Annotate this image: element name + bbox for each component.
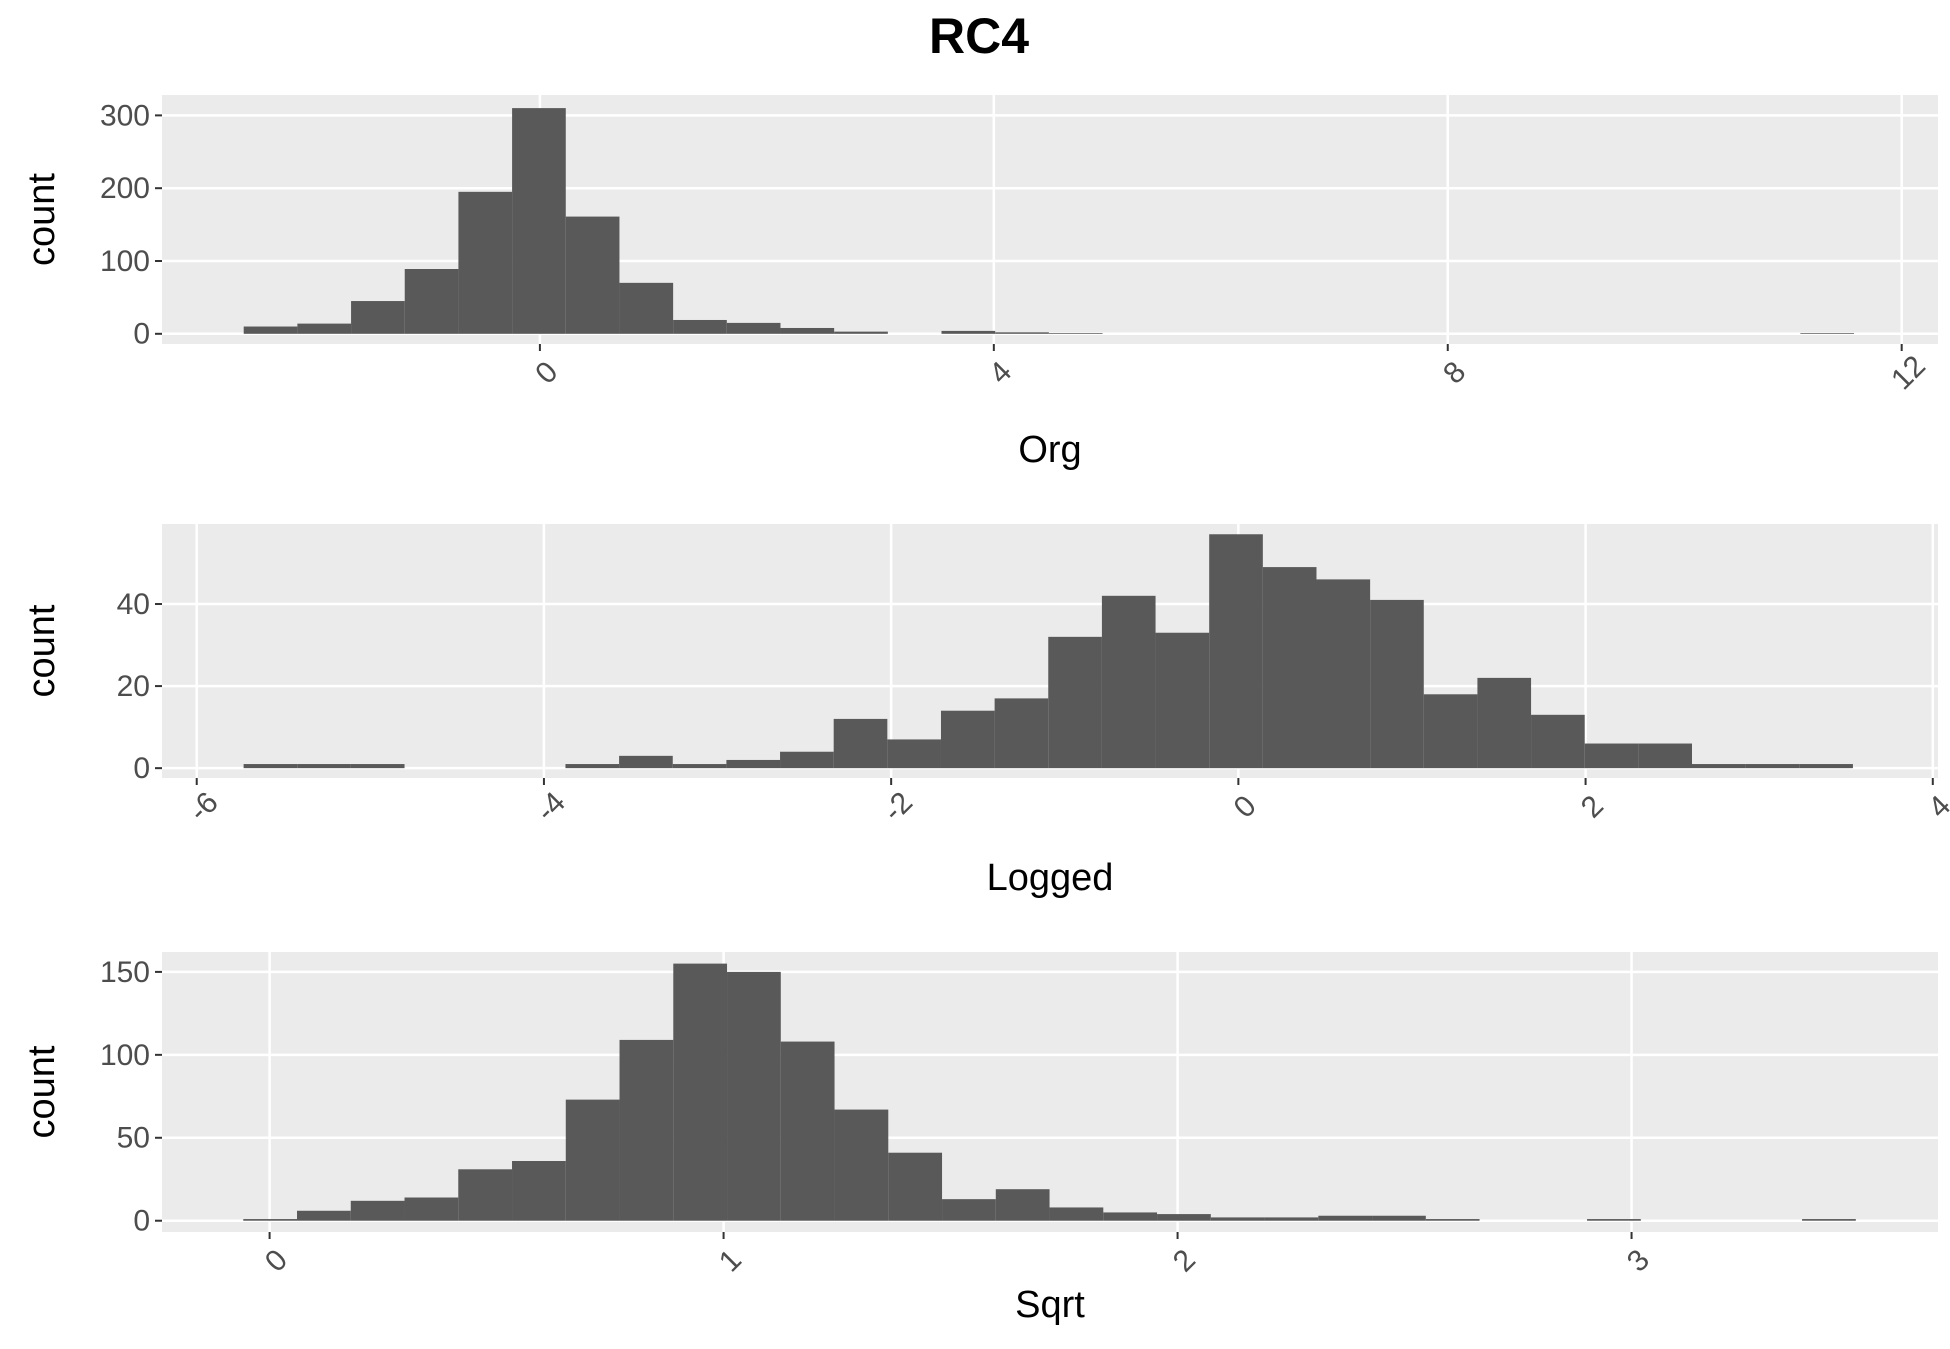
bar: [243, 764, 298, 769]
panel-background: [162, 952, 1938, 1232]
bar: [1262, 567, 1317, 769]
y-tick-label: 200: [100, 172, 150, 205]
bar: [726, 322, 781, 334]
bar: [673, 963, 728, 1221]
bar: [994, 698, 1049, 769]
bar: [1370, 599, 1424, 769]
bar: [941, 330, 996, 334]
y-tick-label: 150: [100, 956, 150, 989]
y-tick-label: 100: [100, 1039, 150, 1072]
bar: [1799, 764, 1853, 769]
bar: [565, 764, 620, 769]
bar: [1587, 1219, 1641, 1221]
bar: [619, 282, 674, 334]
bar: [1802, 1219, 1856, 1221]
bar: [942, 1199, 996, 1221]
bar: [351, 301, 405, 334]
bar: [1048, 636, 1102, 769]
bar: [404, 1197, 459, 1221]
y-tick-label: 300: [100, 99, 150, 132]
chart-title: RC4: [929, 8, 1029, 64]
bar: [1103, 1212, 1158, 1221]
y-tick-label: 20: [117, 670, 150, 703]
bar: [1049, 1207, 1104, 1221]
bar: [780, 1041, 835, 1221]
bar: [297, 1210, 351, 1221]
bar: [940, 710, 995, 769]
bar: [1691, 764, 1746, 769]
bar: [619, 755, 673, 769]
bar: [1264, 1217, 1319, 1221]
bar: [1638, 743, 1692, 769]
bar: [297, 764, 351, 769]
bar: [565, 1099, 620, 1221]
bar: [673, 319, 727, 334]
bar: [1316, 579, 1371, 769]
bar: [727, 971, 781, 1221]
bar: [672, 764, 727, 769]
bar: [458, 1169, 513, 1221]
bar: [1210, 1217, 1265, 1221]
bar: [1800, 333, 1855, 334]
bar: [297, 323, 352, 334]
bar: [1372, 1215, 1426, 1221]
bar: [350, 1200, 405, 1221]
bar: [1423, 694, 1478, 769]
y-tick-label: 0: [133, 752, 150, 785]
y-tick-label: 0: [133, 318, 150, 351]
bar: [834, 1109, 889, 1221]
bar: [1531, 714, 1585, 769]
x-axis-label: Logged: [987, 857, 1114, 899]
y-axis-label: count: [21, 173, 63, 266]
bar: [350, 764, 405, 769]
bar: [458, 191, 513, 334]
bar: [243, 326, 298, 334]
bar: [512, 1161, 566, 1221]
bar: [1745, 764, 1800, 769]
bar: [565, 216, 620, 334]
bar: [243, 1219, 298, 1221]
bar: [780, 327, 835, 334]
bar: [1155, 632, 1210, 769]
bar: [780, 751, 834, 769]
bar: [995, 332, 1049, 334]
bar: [887, 739, 941, 769]
y-axis-label: count: [21, 1045, 63, 1138]
bar: [1425, 1219, 1480, 1221]
bar: [1477, 677, 1532, 769]
bar: [995, 1189, 1050, 1221]
y-tick-label: 100: [100, 245, 150, 278]
bar: [888, 1152, 943, 1221]
y-tick-label: 40: [117, 588, 150, 621]
bar: [1101, 595, 1156, 769]
y-tick-label: 0: [133, 1205, 150, 1238]
bar: [619, 1039, 674, 1221]
x-axis-label: Sqrt: [1015, 1284, 1085, 1326]
bar: [1584, 743, 1639, 769]
bar: [1157, 1214, 1211, 1221]
bar: [512, 108, 566, 334]
bar: [404, 269, 459, 334]
x-axis-label: Org: [1018, 429, 1081, 471]
bar: [834, 331, 888, 334]
bar: [1209, 534, 1263, 769]
bar: [1318, 1215, 1373, 1221]
y-axis-label: count: [21, 604, 63, 697]
bar: [1048, 333, 1103, 334]
bar: [726, 759, 781, 769]
bar: [833, 718, 888, 769]
y-tick-label: 50: [117, 1122, 150, 1155]
